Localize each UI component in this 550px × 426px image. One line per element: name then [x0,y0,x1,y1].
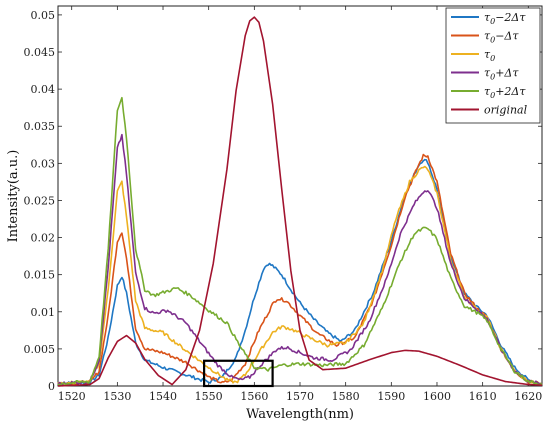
y-tick-label: 0.025 [24,194,56,207]
y-tick-label: 0.035 [24,120,56,133]
legend-label: original [484,104,528,117]
legend-label: τ0−2Δτ [484,11,526,26]
y-tick-label: 0.04 [31,83,56,96]
x-tick-label: 1520 [58,390,86,403]
x-axis-title: Wavelength(nm) [246,407,354,422]
series-line-3 [57,133,543,386]
y-tick-label: 0.02 [31,232,56,245]
x-tick-label: 1560 [240,390,268,403]
x-tick-label: 1580 [332,390,360,403]
series-layer [57,16,543,387]
x-axis: 1520 1530 1540 1550 1560 1570 1580 1590 1600 1610… [58,6,542,403]
y-tick-label: 0.015 [24,269,56,282]
y-tick-label: 0 [48,380,55,393]
x-tick-label: 1610 [469,390,497,403]
legend-label: τ0−Δτ [484,30,519,45]
x-tick-label: 1540 [149,390,177,403]
y-tick-label: 0.01 [31,306,56,319]
x-tick-label: 1530 [103,390,131,403]
y-axis-title: Intensity(a.u.) [6,150,21,243]
legend-label: τ0+2Δτ [484,85,526,100]
y-tick-label: 0.05 [31,9,56,22]
x-tick-label: 1570 [286,390,314,403]
legend: τ0−2Δτ τ0−Δτ τ0 τ0+Δτ τ0+2Δτ original [445,7,541,124]
series-line-4 [57,96,543,386]
y-tick-label: 0.045 [24,46,56,59]
legend-box [445,7,541,124]
y-tick-label: 0.005 [24,343,56,356]
x-tick-label: 1620 [514,390,542,403]
y-axis: 0 0.005 0.01 0.015 0.02 0.025 0.03 0.035 0.04 0.0… [24,9,542,393]
series-line-5 [57,16,543,387]
x-tick-label: 1590 [377,390,405,403]
annotation-box [203,359,274,388]
y-tick-label: 0.03 [31,157,56,170]
x-tick-label: 1600 [423,390,451,403]
legend-label: τ0+Δτ [484,67,519,82]
legend-label: τ0 [484,48,495,63]
x-tick-label: 1550 [195,390,223,403]
series-line-1 [57,153,543,386]
